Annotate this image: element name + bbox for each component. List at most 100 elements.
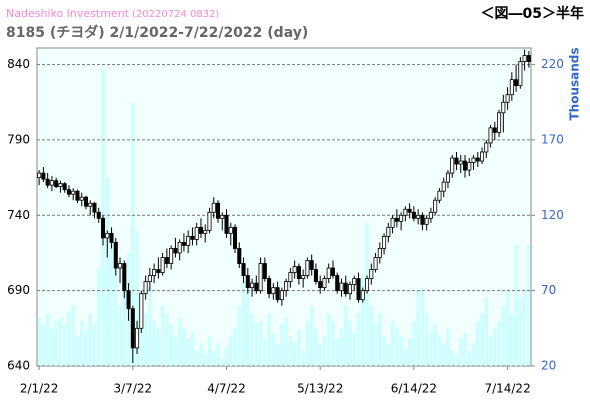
candle-body bbox=[118, 263, 123, 269]
candle-body bbox=[271, 287, 276, 295]
candle-body bbox=[177, 242, 182, 254]
candle-body bbox=[211, 202, 216, 213]
volume-bar bbox=[424, 313, 429, 366]
volume-bar bbox=[75, 335, 80, 366]
candle-body bbox=[441, 181, 446, 192]
volume-bar bbox=[88, 313, 92, 366]
candle-body bbox=[330, 267, 335, 276]
candle-body bbox=[352, 278, 357, 286]
candle-body bbox=[228, 226, 233, 234]
candle-body bbox=[347, 284, 353, 295]
candle-body bbox=[105, 232, 110, 239]
volume-bar bbox=[199, 343, 203, 366]
candle-body bbox=[450, 157, 455, 174]
volume-bar bbox=[314, 328, 318, 366]
candle-body bbox=[313, 269, 318, 283]
volume-bar bbox=[352, 332, 356, 366]
candle-body bbox=[509, 79, 514, 96]
candle-body bbox=[505, 94, 510, 103]
candle-body bbox=[79, 196, 84, 201]
volume-bar bbox=[50, 328, 54, 366]
volume-bar bbox=[412, 320, 416, 366]
volume-bar bbox=[339, 328, 344, 366]
volume-bar bbox=[45, 313, 50, 366]
volume-bar bbox=[122, 290, 127, 366]
volume-bar bbox=[37, 317, 41, 366]
y2-tick-label: 170 bbox=[541, 132, 564, 146]
volume-bar bbox=[501, 305, 506, 366]
x-tick-label: 5/13/22 bbox=[297, 382, 343, 396]
candle-body bbox=[335, 275, 340, 292]
candle-body bbox=[169, 248, 174, 264]
candle-body bbox=[233, 226, 238, 249]
candle-body bbox=[514, 79, 519, 87]
candle-body bbox=[365, 278, 370, 292]
candle-body bbox=[424, 217, 429, 225]
volume-bar bbox=[305, 320, 310, 366]
volume-bar bbox=[514, 245, 518, 366]
volume-bar bbox=[446, 328, 450, 366]
volume-bar bbox=[420, 287, 425, 366]
candle-body bbox=[139, 293, 144, 329]
candle-body bbox=[309, 260, 314, 270]
volume-bar bbox=[258, 320, 263, 366]
volume-bar bbox=[84, 329, 88, 366]
candle-body bbox=[279, 290, 284, 301]
candle-body bbox=[220, 214, 225, 219]
y-tick-label: 690 bbox=[7, 283, 30, 297]
volume-bar bbox=[135, 230, 139, 366]
figure-label: ＜図―05＞半年 bbox=[481, 5, 584, 22]
candle-body bbox=[113, 242, 118, 269]
volume-bar bbox=[527, 245, 531, 366]
volume-bar bbox=[97, 268, 101, 366]
candle-body bbox=[267, 278, 272, 295]
candle-body bbox=[181, 242, 186, 246]
candle-body bbox=[75, 190, 80, 201]
candle-body bbox=[433, 199, 438, 213]
volume-bar bbox=[182, 328, 186, 366]
volume-bar bbox=[250, 313, 254, 366]
volume-bar bbox=[450, 350, 454, 366]
volume-bar bbox=[497, 320, 501, 366]
candle-body bbox=[66, 189, 71, 195]
candle-body bbox=[416, 214, 421, 219]
candle-body bbox=[126, 290, 131, 310]
candle-body bbox=[369, 269, 374, 279]
volume-bar bbox=[203, 353, 207, 366]
volume-bar bbox=[309, 305, 314, 366]
candle-body bbox=[37, 172, 42, 179]
candle-body bbox=[301, 275, 306, 279]
volume-bar bbox=[297, 329, 301, 366]
volume-bar bbox=[484, 298, 488, 366]
candle-body bbox=[164, 257, 169, 264]
candle-body bbox=[488, 127, 493, 144]
candle-body bbox=[173, 248, 178, 254]
volume-bar bbox=[373, 323, 378, 366]
candle-body bbox=[130, 308, 135, 349]
volume-bar bbox=[510, 313, 514, 366]
volume-bar bbox=[190, 332, 195, 366]
volume-bar bbox=[212, 350, 216, 366]
x-tick-label: 6/14/22 bbox=[391, 382, 437, 396]
volume-bar bbox=[220, 358, 224, 366]
candle-body bbox=[71, 190, 76, 195]
candle-body bbox=[522, 55, 527, 62]
volume-bar bbox=[194, 350, 199, 366]
candle-body bbox=[292, 266, 297, 273]
candle-body bbox=[428, 211, 433, 219]
volume-bar bbox=[71, 305, 75, 366]
volume-bar bbox=[292, 341, 297, 366]
volume-bar bbox=[437, 335, 442, 366]
candle-body bbox=[100, 217, 106, 239]
volume-bar bbox=[173, 335, 178, 366]
candle-body bbox=[390, 217, 395, 228]
candle-body bbox=[471, 157, 476, 163]
volume-bar bbox=[224, 347, 229, 366]
candle-body bbox=[224, 214, 229, 234]
y-tick-label: 840 bbox=[7, 57, 30, 71]
volume-bar bbox=[246, 290, 250, 366]
candle-body bbox=[190, 235, 195, 240]
y-tick-label: 740 bbox=[7, 208, 30, 222]
volume-bar bbox=[318, 343, 322, 366]
x-tick-label: 7/14/22 bbox=[484, 382, 530, 396]
